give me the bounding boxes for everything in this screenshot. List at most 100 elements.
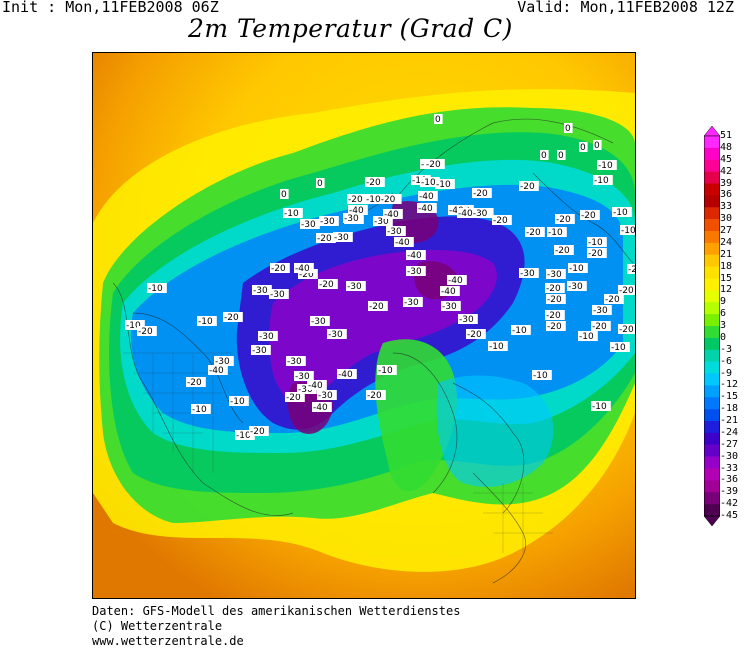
temperature-label: -40 — [383, 209, 403, 220]
temperature-label: -10 — [591, 401, 611, 412]
colorbar-swatch — [704, 231, 720, 244]
svg-text:-30: -30 — [311, 317, 326, 327]
temperature-label: -30 — [458, 314, 478, 325]
temperature-label: -30 — [346, 281, 366, 292]
colorbar-tick-label: -33 — [720, 462, 739, 474]
colorbar-swatch — [704, 159, 720, 172]
temperature-label: -30 — [546, 269, 566, 280]
svg-text:-20: -20 — [467, 330, 482, 340]
temperature-label: -40 — [406, 250, 426, 261]
temperature-label: -10 — [578, 331, 598, 342]
svg-text:-10: -10 — [412, 176, 427, 186]
svg-text:-20: -20 — [546, 311, 561, 321]
temperature-label: -20 — [137, 326, 157, 337]
colorbar-tick-label: 3 — [720, 320, 727, 331]
colorbar-swatch — [704, 504, 720, 517]
temperature-label: -20 — [316, 233, 336, 244]
temperature-label: -30 — [373, 216, 393, 227]
colorbar-swatch — [704, 302, 720, 315]
svg-text:-40: -40 — [449, 206, 464, 216]
temperature-label: -40 — [417, 203, 437, 214]
svg-text:-30: -30 — [593, 306, 608, 316]
svg-text:-30: -30 — [252, 346, 267, 356]
colorbar-swatch — [704, 136, 720, 149]
svg-text:-30: -30 — [270, 290, 285, 300]
svg-text:-10: -10 — [594, 176, 609, 186]
colorbar-swatch — [704, 385, 720, 398]
footer-copyright: (C) Wetterzentrale — [92, 619, 223, 633]
svg-text:-10: -10 — [236, 431, 251, 441]
temperature-label: -20 — [249, 426, 269, 437]
temperature-label: -30 — [327, 329, 347, 340]
colorbar-tick-label: 36 — [720, 189, 733, 201]
colorbar-swatch — [704, 373, 720, 386]
temperature-label: -20 — [492, 215, 512, 226]
colorbar-swatch — [704, 444, 720, 457]
temperature-label: -10 — [568, 263, 588, 274]
colorbar-swatch — [704, 207, 720, 220]
colorbar-tick-label: 27 — [720, 225, 733, 236]
svg-text:-40: -40 — [407, 251, 422, 261]
temperature-label: -10 — [488, 341, 508, 352]
temperature-label: -10 — [229, 396, 249, 407]
colorbar-swatch — [704, 219, 720, 232]
colorbar-tick-label: -6 — [720, 355, 733, 367]
temperature-label: -20 — [519, 181, 539, 192]
svg-text:-30: -30 — [568, 282, 583, 292]
temperature-label: -20 — [472, 188, 492, 199]
colorbar-swatch — [704, 314, 720, 327]
svg-text:-10: -10 — [378, 366, 393, 376]
colorbar-bottom-arrow — [703, 515, 721, 527]
svg-text:-20: -20 — [547, 295, 562, 305]
svg-text:-10: -10 — [548, 228, 563, 238]
svg-text:0: 0 — [565, 124, 571, 134]
colorbar-swatch — [704, 421, 720, 434]
svg-text:0: 0 — [580, 143, 586, 153]
temperature-label: -40 — [337, 369, 357, 380]
temperature-label: 0 — [564, 123, 573, 134]
colorbar-swatch — [704, 456, 720, 469]
svg-text:-20: -20 — [605, 295, 620, 305]
temperature-label: 0 — [316, 178, 325, 189]
svg-text:-40: -40 — [441, 287, 456, 297]
colorbar-swatch — [704, 480, 720, 493]
temperature-label: 0 — [540, 150, 549, 161]
temperature-label: -40 — [394, 237, 414, 248]
svg-text:-30: -30 — [328, 330, 343, 340]
svg-text:-40: -40 — [418, 204, 433, 214]
chart-title: 2m Temperatur (Grad C) — [188, 14, 513, 43]
temperature-colorbar: 51 48 45 42 39 36 33 30 27 24 21 18 15 12 9 6 3 0 -3 -6 -9 -1… — [703, 125, 744, 527]
colorbar-tick-label: -15 — [720, 391, 739, 403]
colorbar-swatches — [703, 125, 721, 527]
svg-text:-30: -30 — [404, 298, 419, 308]
svg-text:-30: -30 — [442, 302, 457, 312]
temperature-label: -40 — [348, 205, 368, 216]
colorbar-tick-label: -21 — [720, 415, 739, 426]
temperature-label: -30 — [343, 213, 363, 224]
svg-text:-10: -10 — [148, 284, 163, 294]
colorbar-tick-label: 33 — [720, 201, 733, 213]
svg-text:-30: -30 — [301, 220, 316, 230]
svg-text:-20: -20 — [250, 427, 265, 437]
temperature-label: -10 — [147, 283, 167, 294]
temperature-label: -20 — [604, 294, 624, 305]
temperature-label: -10 — [511, 325, 531, 336]
temperature-map: 0 0 0 0 0 0 0 0 -10 -10 -10 -10 -10 -10 -10 -10 -10 -10 -1… — [92, 52, 636, 599]
colorbar-tick-label: -45 — [720, 510, 739, 521]
svg-text:-10: -10 — [421, 178, 436, 188]
temperature-label: -20 — [555, 214, 575, 225]
temperature-label: -20 — [186, 377, 206, 388]
temperature-label: -30 — [592, 305, 612, 316]
svg-text:-30: -30 — [259, 332, 274, 342]
svg-text:-20: -20 — [619, 286, 634, 296]
temperature-label: -20 — [223, 312, 243, 323]
svg-text:-40: -40 — [209, 366, 224, 376]
temperature-label: -20 — [546, 321, 566, 332]
svg-text:-10: -10 — [512, 326, 527, 336]
temperature-label: -30 — [258, 331, 278, 342]
temperature-label: -10 — [532, 370, 552, 381]
svg-text:-10: -10 — [598, 161, 613, 171]
svg-text:-10: -10 — [436, 180, 451, 190]
svg-text:0: 0 — [541, 151, 547, 161]
